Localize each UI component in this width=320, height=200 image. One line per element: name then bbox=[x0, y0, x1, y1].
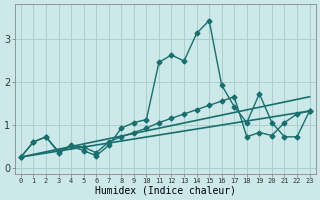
X-axis label: Humidex (Indice chaleur): Humidex (Indice chaleur) bbox=[95, 186, 236, 196]
